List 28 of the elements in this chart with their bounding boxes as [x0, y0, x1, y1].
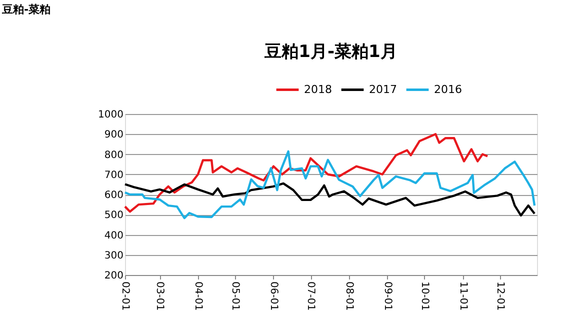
x-tick-label: 06-01	[268, 282, 279, 311]
x-tick-label: 04-01	[192, 282, 204, 311]
x-tick-label: 05-01	[230, 282, 241, 311]
x-tick-label: 03-01	[154, 282, 166, 311]
legend-label: 2018	[304, 82, 332, 96]
line-series	[124, 182, 536, 217]
y-tick-label: 900	[104, 130, 124, 141]
y-tick-label: 600	[104, 190, 124, 201]
x-tick-label: 10-01	[418, 282, 430, 311]
legend-label: 2017	[369, 82, 397, 96]
y-tick-label: 300	[104, 250, 124, 262]
line-series	[124, 133, 489, 213]
x-tick-label: 11-01	[457, 282, 468, 311]
x-tick-label: 09-01	[382, 282, 393, 311]
x-tick-label: 12-01	[494, 282, 506, 311]
y-tick-label: 700	[104, 170, 124, 181]
line-series	[124, 150, 536, 220]
y-tick-label: 400	[104, 230, 124, 242]
y-tick-label: 1000	[98, 110, 124, 120]
y-tick-label: 200	[104, 270, 124, 282]
x-tick-label: 07-01	[305, 282, 316, 311]
x-tick-label: 02-01	[120, 282, 130, 311]
legend-label: 2016	[434, 82, 462, 96]
text: 豆粕-菜粕	[1, 3, 51, 16]
y-tick-label: 500	[104, 210, 124, 222]
x-tick-label: 08-01	[343, 282, 354, 311]
chart-title: 豆粕1月-菜粕1月	[264, 42, 398, 62]
y-tick-label: 800	[104, 150, 124, 161]
